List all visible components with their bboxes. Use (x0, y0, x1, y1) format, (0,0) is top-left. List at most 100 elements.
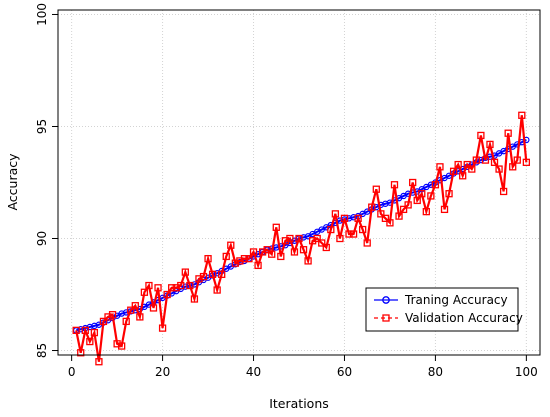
validation-accuracy-point (495, 165, 503, 173)
validation-accuracy-point (131, 302, 139, 310)
validation-accuracy-point (281, 237, 290, 245)
x-tick-label: 80 (428, 365, 443, 379)
validation-accuracy-point (158, 324, 167, 332)
validation-accuracy-point (331, 210, 340, 218)
validation-accuracy-point (231, 259, 239, 267)
validation-accuracy-point (99, 317, 108, 326)
x-axis-title: Iterations (269, 396, 329, 411)
validation-accuracy-point (404, 201, 412, 209)
validation-accuracy-point (522, 158, 531, 166)
validation-accuracy-point (145, 281, 153, 290)
validation-accuracy-point (377, 210, 385, 218)
y-tick-label: 95 (35, 119, 49, 134)
validation-accuracy-point (177, 281, 185, 290)
validation-accuracy-point (181, 268, 189, 276)
validation-accuracy-point (472, 156, 480, 164)
validation-accuracy-point (95, 358, 103, 366)
validation-accuracy-point (427, 192, 435, 200)
validation-accuracy-point (86, 337, 94, 346)
legend-box (365, 287, 519, 332)
validation-accuracy-point (363, 239, 371, 247)
validation-accuracy-point (172, 284, 180, 292)
y-axis-title: Accuracy (5, 153, 20, 211)
validation-accuracy-point (359, 225, 367, 234)
validation-accuracy-point (368, 203, 376, 211)
validation-accuracy-point (386, 219, 394, 227)
legend-validation-marker (382, 314, 390, 322)
y-tick-label: 100 (35, 3, 49, 26)
validation-accuracy-point (395, 212, 403, 220)
validation-accuracy-point (218, 270, 226, 279)
validation-accuracy-point (381, 214, 390, 222)
validation-accuracy-point (304, 257, 312, 265)
validation-accuracy-point (481, 156, 490, 164)
validation-accuracy-point (204, 255, 212, 263)
validation-accuracy-point (72, 326, 80, 335)
y-tick-label: 85 (35, 343, 49, 358)
validation-accuracy-point (486, 140, 494, 149)
legend-training-label: Traning Accuracy (404, 293, 508, 307)
validation-accuracy-point (122, 317, 130, 326)
validation-accuracy-point (227, 241, 235, 249)
validation-accuracy-point (236, 257, 244, 265)
validation-accuracy-point (81, 326, 89, 335)
validation-accuracy-point (499, 187, 508, 196)
validation-accuracy-point (318, 239, 326, 247)
validation-accuracy-point (418, 190, 426, 198)
validation-accuracy-point (213, 286, 221, 294)
validation-accuracy-point (399, 205, 408, 214)
validation-accuracy-point (113, 340, 121, 348)
validation-accuracy-point (431, 181, 440, 189)
validation-accuracy-point (277, 252, 285, 261)
validation-accuracy-point (268, 250, 276, 258)
validation-accuracy-point (336, 234, 344, 243)
validation-accuracy-point (149, 304, 158, 312)
validation-accuracy-point (390, 181, 399, 189)
validation-accuracy-point (422, 207, 430, 216)
series-layer (72, 111, 531, 366)
validation-accuracy-point (77, 349, 85, 357)
validation-accuracy-point (372, 185, 380, 193)
validation-accuracy-point (249, 248, 258, 256)
validation-accuracy-point (509, 163, 517, 171)
plot-frame (57, 9, 541, 356)
validation-accuracy-point (208, 270, 217, 279)
validation-accuracy-point (313, 234, 321, 243)
validation-accuracy-point (449, 167, 458, 175)
y-tick-label: 90 (35, 231, 49, 246)
validation-accuracy-point (518, 111, 526, 119)
x-tick-label: 100 (515, 365, 538, 379)
validation-accuracy-point (340, 214, 349, 222)
validation-accuracy-point (477, 131, 485, 140)
validation-accuracy-point (199, 272, 208, 281)
legend-validation-label: Validation Accuracy (405, 311, 523, 325)
validation-accuracy-point (263, 246, 271, 254)
validation-accuracy-point (272, 223, 280, 231)
validation-accuracy-point (299, 246, 308, 254)
validation-accuracy-point (168, 284, 176, 292)
validation-accuracy-point (308, 237, 317, 245)
validation-accuracy-point (436, 163, 444, 171)
validation-accuracy-point (490, 158, 499, 166)
validation-accuracy-point (90, 328, 99, 337)
validation-accuracy-point (468, 165, 476, 173)
validation-accuracy-point (136, 313, 144, 321)
validation-accuracy-point (154, 284, 162, 292)
validation-accuracy-point (345, 230, 353, 238)
validation-accuracy-point (504, 129, 512, 137)
validation-accuracy-point (290, 248, 299, 256)
validation-accuracy-point (463, 160, 471, 169)
validation-accuracy-point (104, 313, 112, 321)
validation-accuracy-line (75, 115, 528, 362)
validation-accuracy-point (513, 156, 521, 164)
validation-accuracy-point (440, 205, 449, 214)
x-tick-label: 20 (155, 365, 170, 379)
validation-accuracy-point (195, 275, 203, 283)
validation-accuracy-point (245, 255, 253, 263)
validation-accuracy-point (454, 160, 462, 169)
validation-accuracy-point (445, 190, 453, 198)
axes: 0 20 40 60 80 100 85 90 95 100 (35, 3, 538, 379)
validation-accuracy-point (140, 288, 149, 296)
validation-accuracy-point (163, 290, 171, 299)
